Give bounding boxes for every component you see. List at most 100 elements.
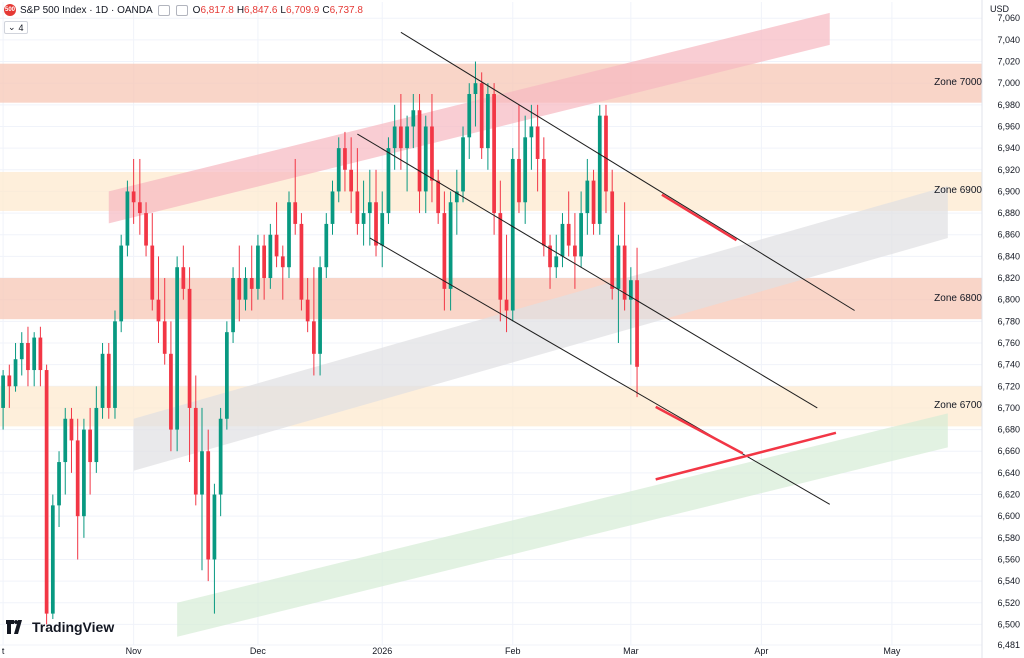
y-tick-label: 6,520 bbox=[997, 598, 1020, 608]
y-tick-label: 6,900 bbox=[997, 186, 1020, 196]
candle-body bbox=[237, 278, 242, 300]
candle-body bbox=[498, 213, 503, 300]
candle-body bbox=[597, 115, 602, 224]
y-tick-label: 6,840 bbox=[997, 251, 1020, 261]
candle-body bbox=[318, 267, 322, 354]
candle-body bbox=[610, 191, 615, 289]
candle-body bbox=[262, 245, 267, 279]
candle-body bbox=[268, 234, 273, 279]
y-tick-label: 6,500 bbox=[997, 619, 1020, 629]
candle-body bbox=[330, 191, 335, 224]
candle-body bbox=[473, 83, 478, 95]
candle-body bbox=[106, 353, 111, 408]
candle-body bbox=[125, 191, 130, 246]
candle-body bbox=[492, 94, 496, 214]
channel-band bbox=[177, 413, 948, 637]
candle-body bbox=[218, 418, 223, 495]
y-tick-label: 6,820 bbox=[997, 273, 1020, 283]
projection-line bbox=[655, 431, 837, 481]
candle-body bbox=[200, 451, 204, 495]
zone-band bbox=[0, 63, 982, 103]
y-tick-label: 6,920 bbox=[997, 165, 1020, 175]
candle-body bbox=[156, 299, 161, 322]
projection-line bbox=[655, 405, 744, 455]
zone-band bbox=[0, 278, 982, 320]
candle-body bbox=[454, 191, 459, 203]
candle-body bbox=[32, 337, 37, 371]
pill-icon[interactable] bbox=[175, 4, 188, 16]
chevron-down-icon: ⌄ bbox=[8, 22, 16, 32]
pill-icon[interactable] bbox=[157, 4, 170, 16]
y-tick-label: 6,600 bbox=[997, 511, 1020, 521]
symbol-title[interactable]: S&P 500 Index · 1D · OANDA bbox=[20, 4, 153, 16]
candle-body bbox=[554, 256, 559, 268]
candle-body bbox=[137, 202, 142, 214]
candle-body bbox=[287, 202, 291, 268]
candle-body bbox=[560, 223, 565, 257]
candle-body bbox=[50, 505, 55, 614]
trend-lines bbox=[357, 31, 855, 505]
candle-body bbox=[243, 278, 248, 300]
y-tick-label: 6,780 bbox=[997, 316, 1020, 326]
candle-body bbox=[380, 213, 385, 246]
y-tick-label: 7,000 bbox=[997, 78, 1020, 88]
candle-body bbox=[144, 213, 148, 246]
indicators-toggle[interactable]: ⌄ 4 bbox=[4, 21, 28, 34]
candle-body bbox=[131, 191, 136, 203]
ohlc-value: 6,737.8 bbox=[329, 4, 363, 16]
candle-body bbox=[399, 126, 403, 149]
candle-body bbox=[324, 223, 329, 268]
y-tick-label: 6,481 bbox=[997, 640, 1020, 650]
candle-body bbox=[529, 126, 534, 138]
candle-body bbox=[361, 213, 366, 224]
candle-body bbox=[94, 407, 99, 463]
symbol-header[interactable]: 500 S&P 500 Index · 1D · OANDA O6,817.8 H… bbox=[0, 0, 366, 20]
candle-body bbox=[63, 418, 68, 463]
x-tick-label: Nov bbox=[126, 646, 143, 656]
candle-body bbox=[548, 245, 552, 268]
y-tick-label: 6,640 bbox=[997, 468, 1020, 478]
candle-body bbox=[44, 370, 49, 614]
candle-body bbox=[386, 148, 391, 214]
candle-body bbox=[175, 267, 179, 430]
y-tick-label: 6,960 bbox=[997, 121, 1020, 131]
candle-body bbox=[150, 245, 155, 300]
candle-body bbox=[249, 278, 254, 289]
candle-body bbox=[336, 148, 341, 192]
y-tick-label: 6,800 bbox=[997, 295, 1020, 305]
ohlc-values: O6,817.8 H6,847.6 L6,709.9 C6,737.8 bbox=[193, 5, 366, 16]
candle-body bbox=[280, 256, 285, 268]
currency-label[interactable]: USD bbox=[990, 4, 1010, 14]
y-tick-label: 7,060 bbox=[997, 13, 1020, 23]
y-tick-label: 6,980 bbox=[997, 100, 1020, 110]
candle-body bbox=[312, 321, 316, 354]
candle-body bbox=[367, 202, 372, 214]
candle-body bbox=[38, 337, 43, 371]
candle-body bbox=[448, 202, 453, 289]
channel-band bbox=[133, 186, 948, 471]
candle-body bbox=[417, 110, 422, 192]
candle-body bbox=[436, 180, 441, 214]
candle-body bbox=[69, 418, 74, 441]
candle-body bbox=[100, 353, 105, 408]
candle-body bbox=[343, 148, 347, 170]
x-tick-label: Feb bbox=[505, 646, 521, 656]
candle-body bbox=[88, 429, 92, 463]
y-tick-label: 6,660 bbox=[997, 446, 1020, 456]
y-tick-label: 6,720 bbox=[997, 381, 1020, 391]
candle-body bbox=[212, 494, 217, 560]
candle-body bbox=[82, 429, 86, 517]
ohlc-value: 6,709.9 bbox=[285, 4, 320, 16]
candle-body bbox=[349, 169, 354, 192]
candle-body bbox=[187, 288, 192, 408]
candle-body bbox=[392, 126, 397, 149]
candle-body bbox=[411, 110, 416, 127]
x-tick-label: Mar bbox=[623, 646, 639, 656]
candle-body bbox=[13, 359, 18, 387]
projection-line bbox=[661, 193, 738, 242]
candle-body bbox=[579, 213, 583, 257]
candle-body bbox=[305, 299, 310, 322]
candle-body bbox=[57, 462, 61, 506]
x-tick-label: Dec bbox=[250, 646, 267, 656]
